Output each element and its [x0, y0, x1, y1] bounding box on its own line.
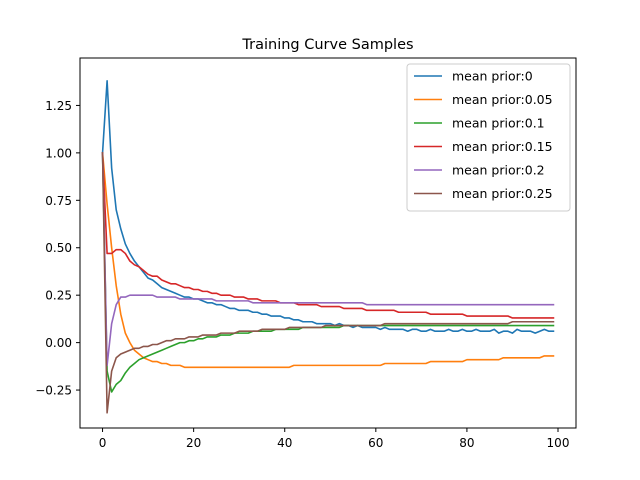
x-tick-label-5: 100 — [547, 436, 570, 450]
y-tick-label-4: 0.75 — [45, 194, 72, 208]
chart-title: Training Curve Samples — [241, 37, 413, 53]
x-tick-label-1: 20 — [186, 436, 201, 450]
series-line-0 — [101, 79, 555, 334]
x-tick-label-3: 60 — [368, 436, 383, 450]
y-tick-label-6: 1.25 — [45, 99, 72, 113]
legend-label-5: mean prior:0.25 — [452, 186, 553, 201]
series-line-1 — [101, 152, 555, 369]
x-axis: 0 20 40 60 80 100 — [99, 428, 570, 450]
legend-label-2: mean prior:0.1 — [452, 116, 545, 131]
x-tick-label-0: 0 — [99, 436, 107, 450]
y-tick-label-3: 0.50 — [45, 241, 72, 255]
series-line-2 — [101, 152, 555, 393]
legend-label-4: mean prior:0.2 — [452, 163, 545, 178]
y-tick-label-5: 1.00 — [45, 146, 72, 160]
legend-frame — [406, 63, 571, 212]
series-layer — [101, 79, 555, 414]
series-line-4 — [101, 152, 555, 367]
legend-label-0: mean prior:0 — [452, 69, 533, 84]
legend: mean prior:0 mean prior:0.05 mean prior:0.… — [406, 63, 571, 212]
x-tick-label-2: 40 — [277, 436, 292, 450]
axes-border — [79, 57, 577, 429]
x-tick-label-4: 80 — [459, 436, 474, 450]
y-tick-label-0: −0.25 — [35, 384, 72, 398]
series-line-5 — [101, 152, 555, 414]
y-tick-label-1: 0.00 — [45, 336, 72, 350]
y-tick-label-2: 0.25 — [45, 289, 72, 303]
y-axis: −0.25 0.00 0.25 0.50 0.75 1.00 1.25 — [35, 99, 80, 398]
series-line-3 — [101, 152, 555, 319]
legend-label-3: mean prior:0.15 — [452, 139, 553, 154]
legend-label-1: mean prior:0.05 — [452, 92, 553, 107]
